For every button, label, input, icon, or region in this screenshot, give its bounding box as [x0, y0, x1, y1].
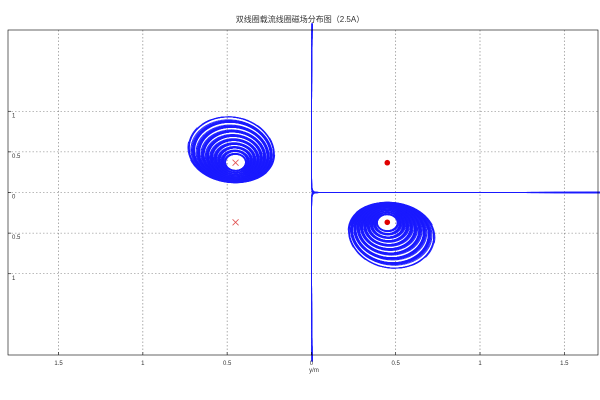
x-tick-label: 0.5: [392, 361, 401, 367]
x-tick-label: 1.5: [54, 361, 63, 367]
x-tick-label: 1.5: [560, 361, 569, 367]
y-tick-label: 0.5: [12, 154, 21, 160]
y-tick-label: 0.5: [12, 235, 21, 241]
x-tick-label: 0.5: [223, 361, 232, 367]
coil-dot-marker: [384, 160, 390, 166]
chart-title: 双线圈载流线圈磁场分布图（2.5A）: [236, 14, 364, 24]
coil-dot-marker: [384, 219, 390, 225]
x-axis-label: y/m: [309, 368, 319, 374]
